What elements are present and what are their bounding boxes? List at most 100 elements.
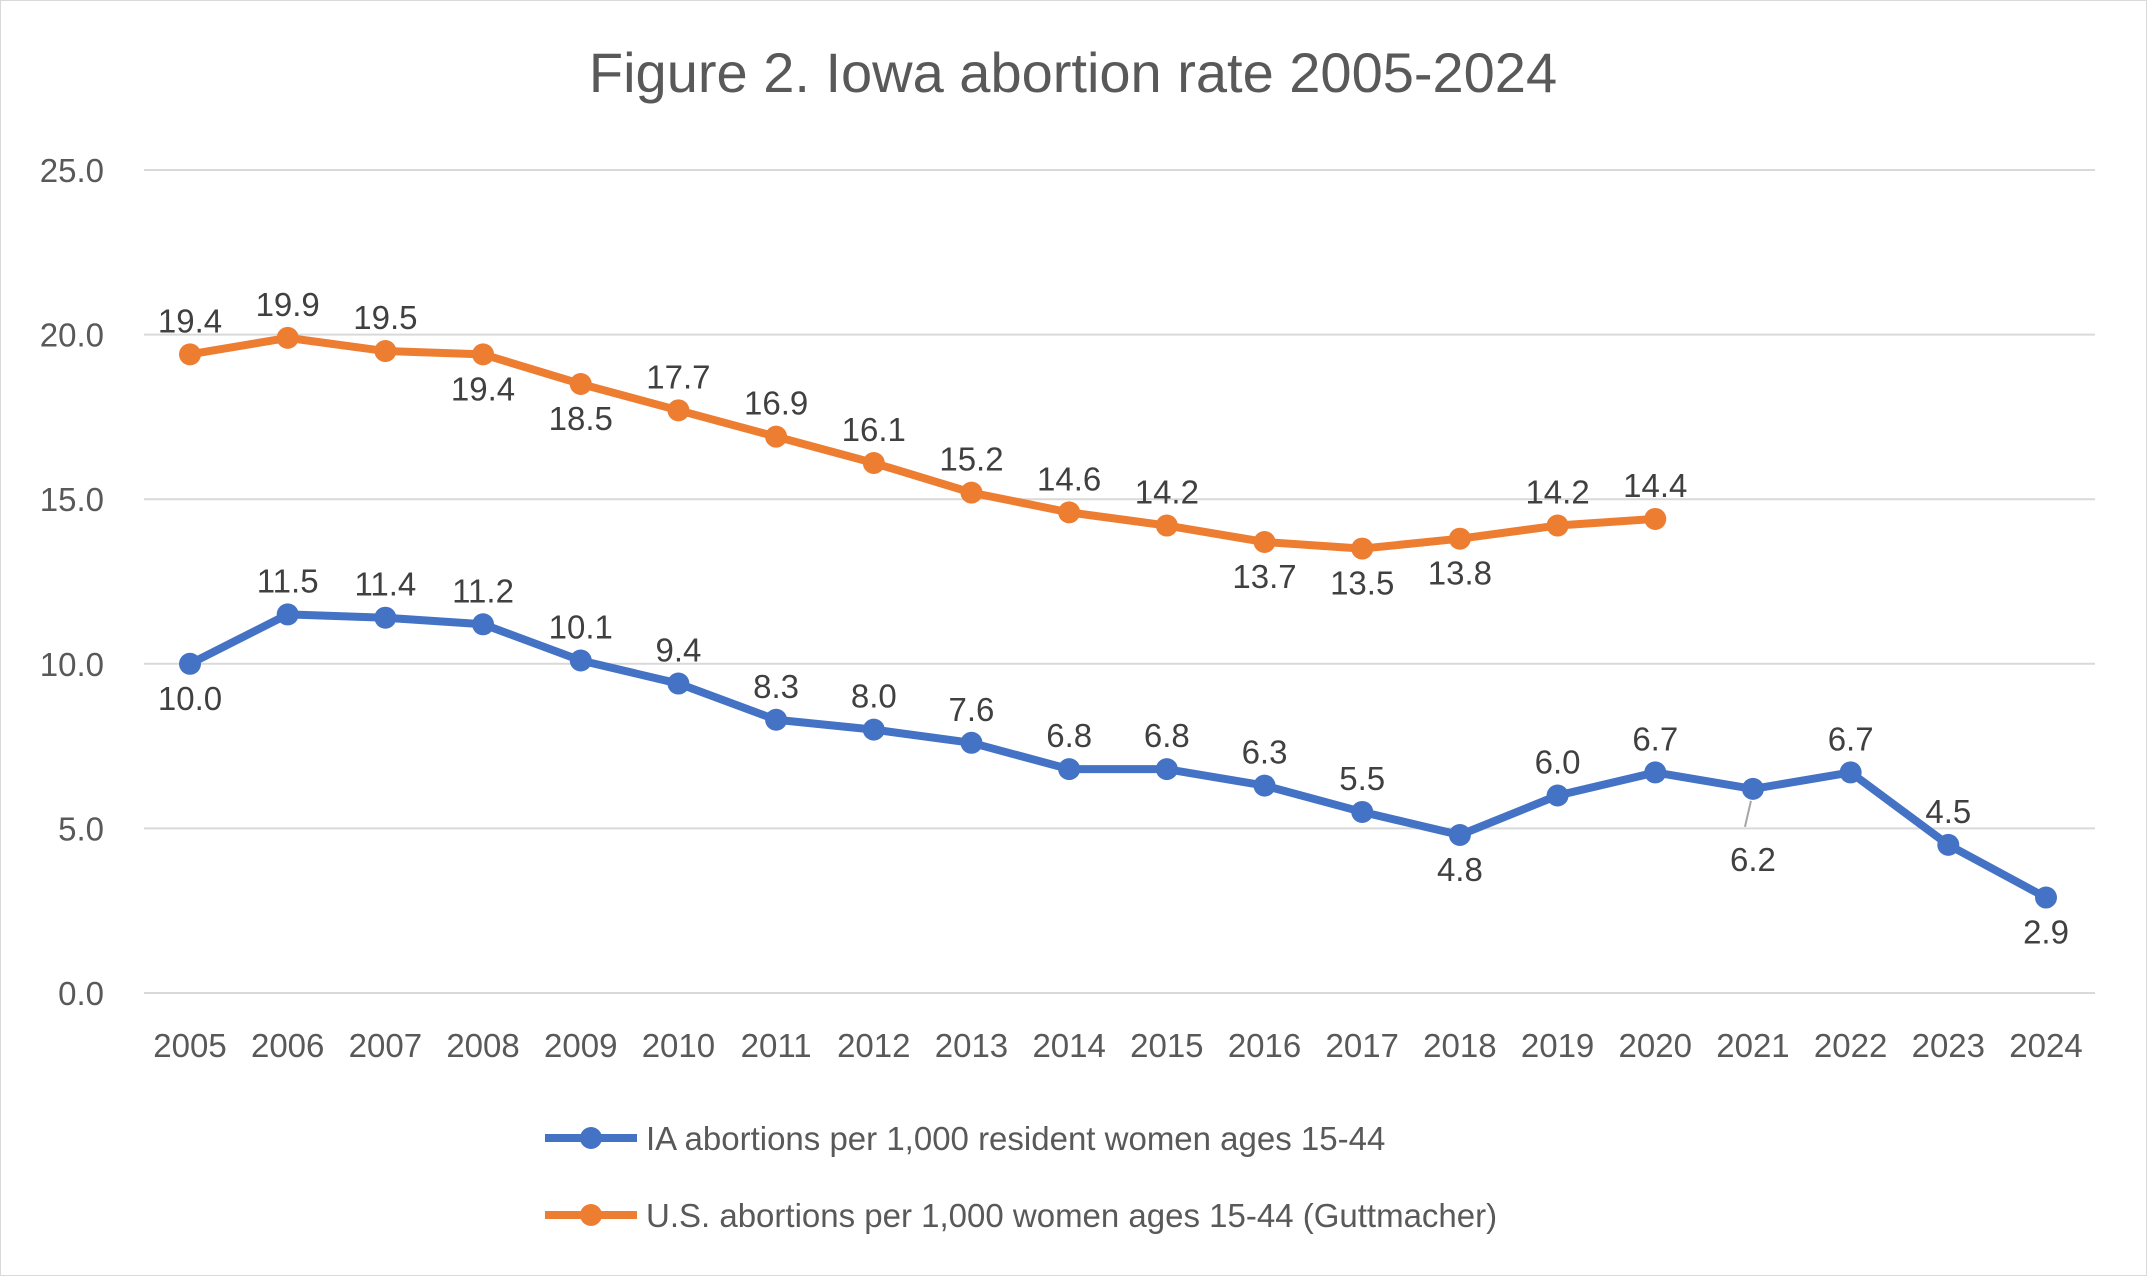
data-point — [960, 731, 983, 754]
x-tick-label: 2008 — [446, 1027, 519, 1064]
x-tick-label: 2012 — [837, 1027, 910, 1064]
data-label: 15.2 — [939, 441, 1003, 478]
y-tick-label: 25.0 — [40, 152, 104, 189]
x-tick-label: 2011 — [741, 1027, 812, 1064]
x-tick-label: 2009 — [544, 1027, 617, 1064]
data-label: 16.9 — [744, 385, 808, 422]
data-label: 8.0 — [851, 678, 897, 715]
data-label: 6.8 — [1046, 717, 1092, 754]
x-tick-label: 2017 — [1325, 1027, 1398, 1064]
data-label: 14.2 — [1135, 474, 1199, 511]
data-point — [276, 603, 299, 626]
data-point — [1448, 527, 1471, 550]
data-label: 13.7 — [1232, 558, 1296, 595]
data-point — [1058, 501, 1081, 524]
data-label: 6.0 — [1535, 743, 1581, 780]
data-label: 7.6 — [949, 691, 995, 728]
data-label: 5.5 — [1339, 760, 1385, 797]
x-tick-label: 2023 — [1912, 1027, 1985, 1064]
data-point — [374, 606, 397, 629]
data-label: 11.5 — [257, 562, 319, 599]
data-point — [374, 340, 397, 363]
data-point — [179, 343, 201, 366]
data-point — [1155, 758, 1178, 781]
data-point — [765, 425, 788, 448]
data-point — [765, 708, 788, 731]
data-label: 11.4 — [354, 566, 416, 603]
data-point — [862, 718, 885, 741]
data-label: 14.2 — [1525, 474, 1589, 511]
x-tick-label: 2007 — [349, 1027, 422, 1064]
data-point — [1351, 800, 1374, 823]
data-label: 13.5 — [1330, 565, 1394, 602]
data-label: 6.7 — [1828, 720, 1874, 757]
data-label: 19.9 — [256, 286, 320, 323]
y-tick-label: 15.0 — [40, 481, 104, 518]
data-label: 19.5 — [353, 299, 417, 336]
data-point — [472, 343, 495, 366]
data-point — [1644, 761, 1667, 784]
data-point — [179, 652, 201, 675]
x-tick-label: 2024 — [2009, 1027, 2082, 1064]
data-label: 10.1 — [549, 609, 613, 646]
x-tick-label: 2022 — [1814, 1027, 1887, 1064]
data-label: 19.4 — [451, 370, 515, 407]
data-point — [1644, 507, 1667, 530]
y-tick-label: 20.0 — [40, 317, 104, 354]
legend-label: U.S. abortions per 1,000 women ages 15-4… — [646, 1197, 1497, 1234]
data-label: 14.6 — [1037, 460, 1101, 497]
x-tick-label: 2016 — [1228, 1027, 1301, 1064]
data-point — [276, 326, 299, 349]
data-point — [1546, 514, 1569, 537]
data-label: 4.8 — [1437, 851, 1483, 888]
data-label: 9.4 — [655, 632, 701, 669]
x-tick-label: 2018 — [1423, 1027, 1496, 1064]
data-point — [1448, 823, 1471, 846]
data-point — [1351, 537, 1374, 560]
x-tick-label: 2020 — [1619, 1027, 1692, 1064]
leader-line — [1743, 800, 1752, 828]
data-label: 6.8 — [1144, 717, 1190, 754]
legend-item-1: U.S. abortions per 1,000 women ages 15-4… — [545, 1197, 1497, 1234]
x-tick-label: 2013 — [935, 1027, 1008, 1064]
data-point — [862, 451, 885, 474]
data-label: 13.8 — [1428, 555, 1492, 592]
data-label: 6.7 — [1632, 720, 1678, 757]
x-tick-label: 2006 — [251, 1027, 324, 1064]
data-point — [1253, 774, 1276, 797]
y-tick-label: 0.0 — [58, 975, 104, 1012]
data-label: 18.5 — [549, 400, 613, 437]
x-tick-label: 2015 — [1130, 1027, 1203, 1064]
data-point — [1546, 784, 1569, 807]
data-point — [667, 399, 690, 422]
data-point — [472, 613, 495, 636]
chart-title: Figure 2. Iowa abortion rate 2005-2024 — [589, 41, 1557, 104]
series-line-0 — [188, 610, 2048, 902]
data-point — [667, 672, 690, 695]
data-label: 14.4 — [1623, 467, 1687, 504]
x-tick-label: 2014 — [1032, 1027, 1105, 1064]
x-tick-label: 2019 — [1521, 1027, 1594, 1064]
data-point — [1839, 761, 1862, 784]
data-point — [2035, 886, 2057, 909]
data-point — [1741, 777, 1764, 800]
data-label: 6.3 — [1242, 734, 1288, 771]
data-point — [960, 481, 983, 504]
data-label: 19.4 — [158, 302, 222, 339]
data-point — [1937, 833, 1960, 856]
x-tick-label: 2005 — [153, 1027, 226, 1064]
data-label: 10.0 — [158, 680, 222, 717]
legend-label: IA abortions per 1,000 resident women ag… — [646, 1120, 1385, 1157]
data-label: 2.9 — [2023, 914, 2069, 951]
legend-item-0: IA abortions per 1,000 resident women ag… — [545, 1120, 1385, 1157]
data-label: 11.2 — [452, 572, 514, 609]
data-label: 6.2 — [1730, 841, 1776, 878]
data-label: 4.5 — [1925, 793, 1971, 830]
data-point — [569, 649, 592, 672]
data-label: 16.1 — [842, 411, 906, 448]
legend-marker — [580, 1127, 602, 1149]
x-tick-label: 2021 — [1716, 1027, 1789, 1064]
legend-marker — [580, 1204, 602, 1226]
data-point — [1155, 514, 1178, 537]
